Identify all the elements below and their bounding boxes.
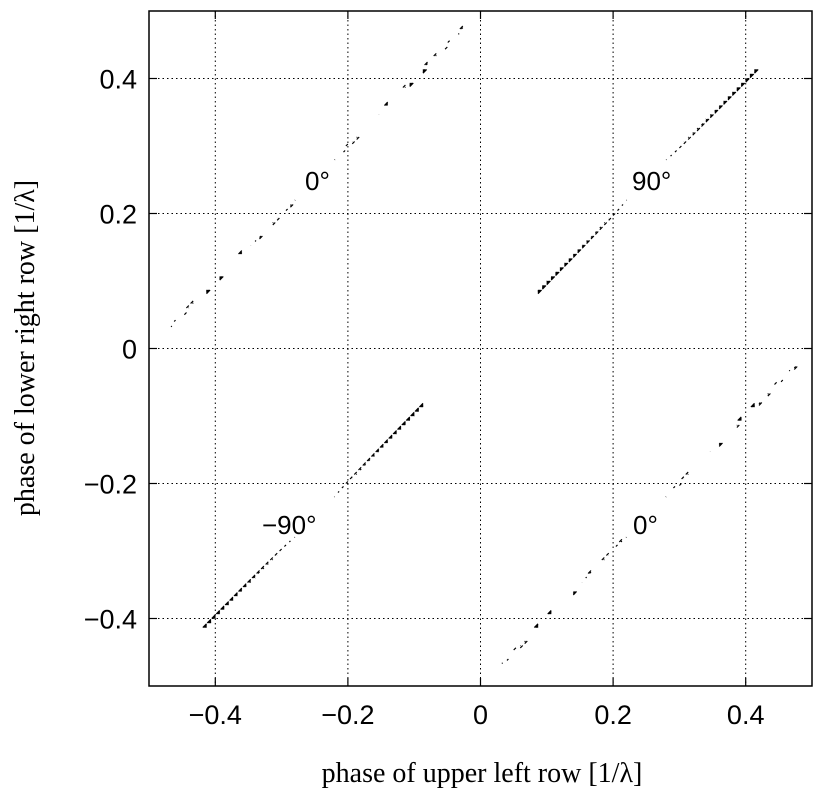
contour-line--50: [536, 69, 757, 628]
annotation-minus-90deg: −90°: [262, 510, 317, 540]
y-tick-label: 0: [122, 335, 137, 365]
contour-line-60: [203, 69, 721, 628]
y-tick-label: −0.2: [84, 470, 137, 500]
annotation-0deg-lower-right: 0°: [633, 510, 658, 540]
x-tick-label: −0.2: [321, 700, 374, 730]
axis-ticks: −0.4 −0.2 0 0.2 0.4 −0.4 −0.2 0 0.2 0.4: [84, 11, 812, 730]
y-tick-label: 0.4: [99, 65, 137, 95]
y-axis-label: phase of lower right row [1/λ]: [10, 180, 41, 516]
contour-line--40: [536, 69, 756, 628]
x-axis-label: phase of upper left row [1/λ]: [322, 758, 643, 789]
contour-line--60: [240, 69, 758, 628]
contour-line-70: [203, 69, 797, 647]
contour-lines: [170, 25, 798, 664]
grid-lines: [149, 11, 812, 686]
y-tick-label: −0.4: [84, 605, 137, 635]
contour-line-80: [170, 33, 798, 661]
annotation-90deg: 90°: [632, 166, 671, 196]
y-tick-label: 0.2: [99, 200, 137, 230]
x-tick-label: −0.4: [189, 700, 242, 730]
annotation-0deg-upper-left: 0°: [305, 166, 330, 196]
contour-line--80: [173, 25, 791, 664]
contour-line-40: [205, 69, 425, 628]
contour-line-50: [204, 69, 425, 628]
x-tick-label: 0.4: [727, 700, 765, 730]
x-tick-label: 0: [473, 700, 488, 730]
x-tick-label: 0.2: [594, 700, 632, 730]
